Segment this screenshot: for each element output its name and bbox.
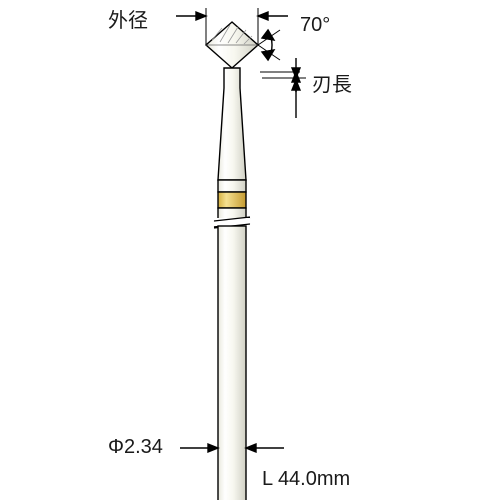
tool-drawing xyxy=(206,22,258,500)
tool-neck xyxy=(218,68,246,180)
tool-band xyxy=(218,192,246,208)
blade-length-label: 刃長 xyxy=(312,68,352,97)
outer-diameter-label: 外径 xyxy=(108,4,148,33)
angle-dim xyxy=(258,30,280,60)
shaft-diameter-label: Φ2.34 xyxy=(108,436,163,459)
tool-shaft-lower xyxy=(218,226,246,500)
overall-length-label: L 44.0mm xyxy=(262,468,350,491)
tool-shaft-upper xyxy=(218,180,246,192)
angle-label: 70° xyxy=(300,14,330,37)
